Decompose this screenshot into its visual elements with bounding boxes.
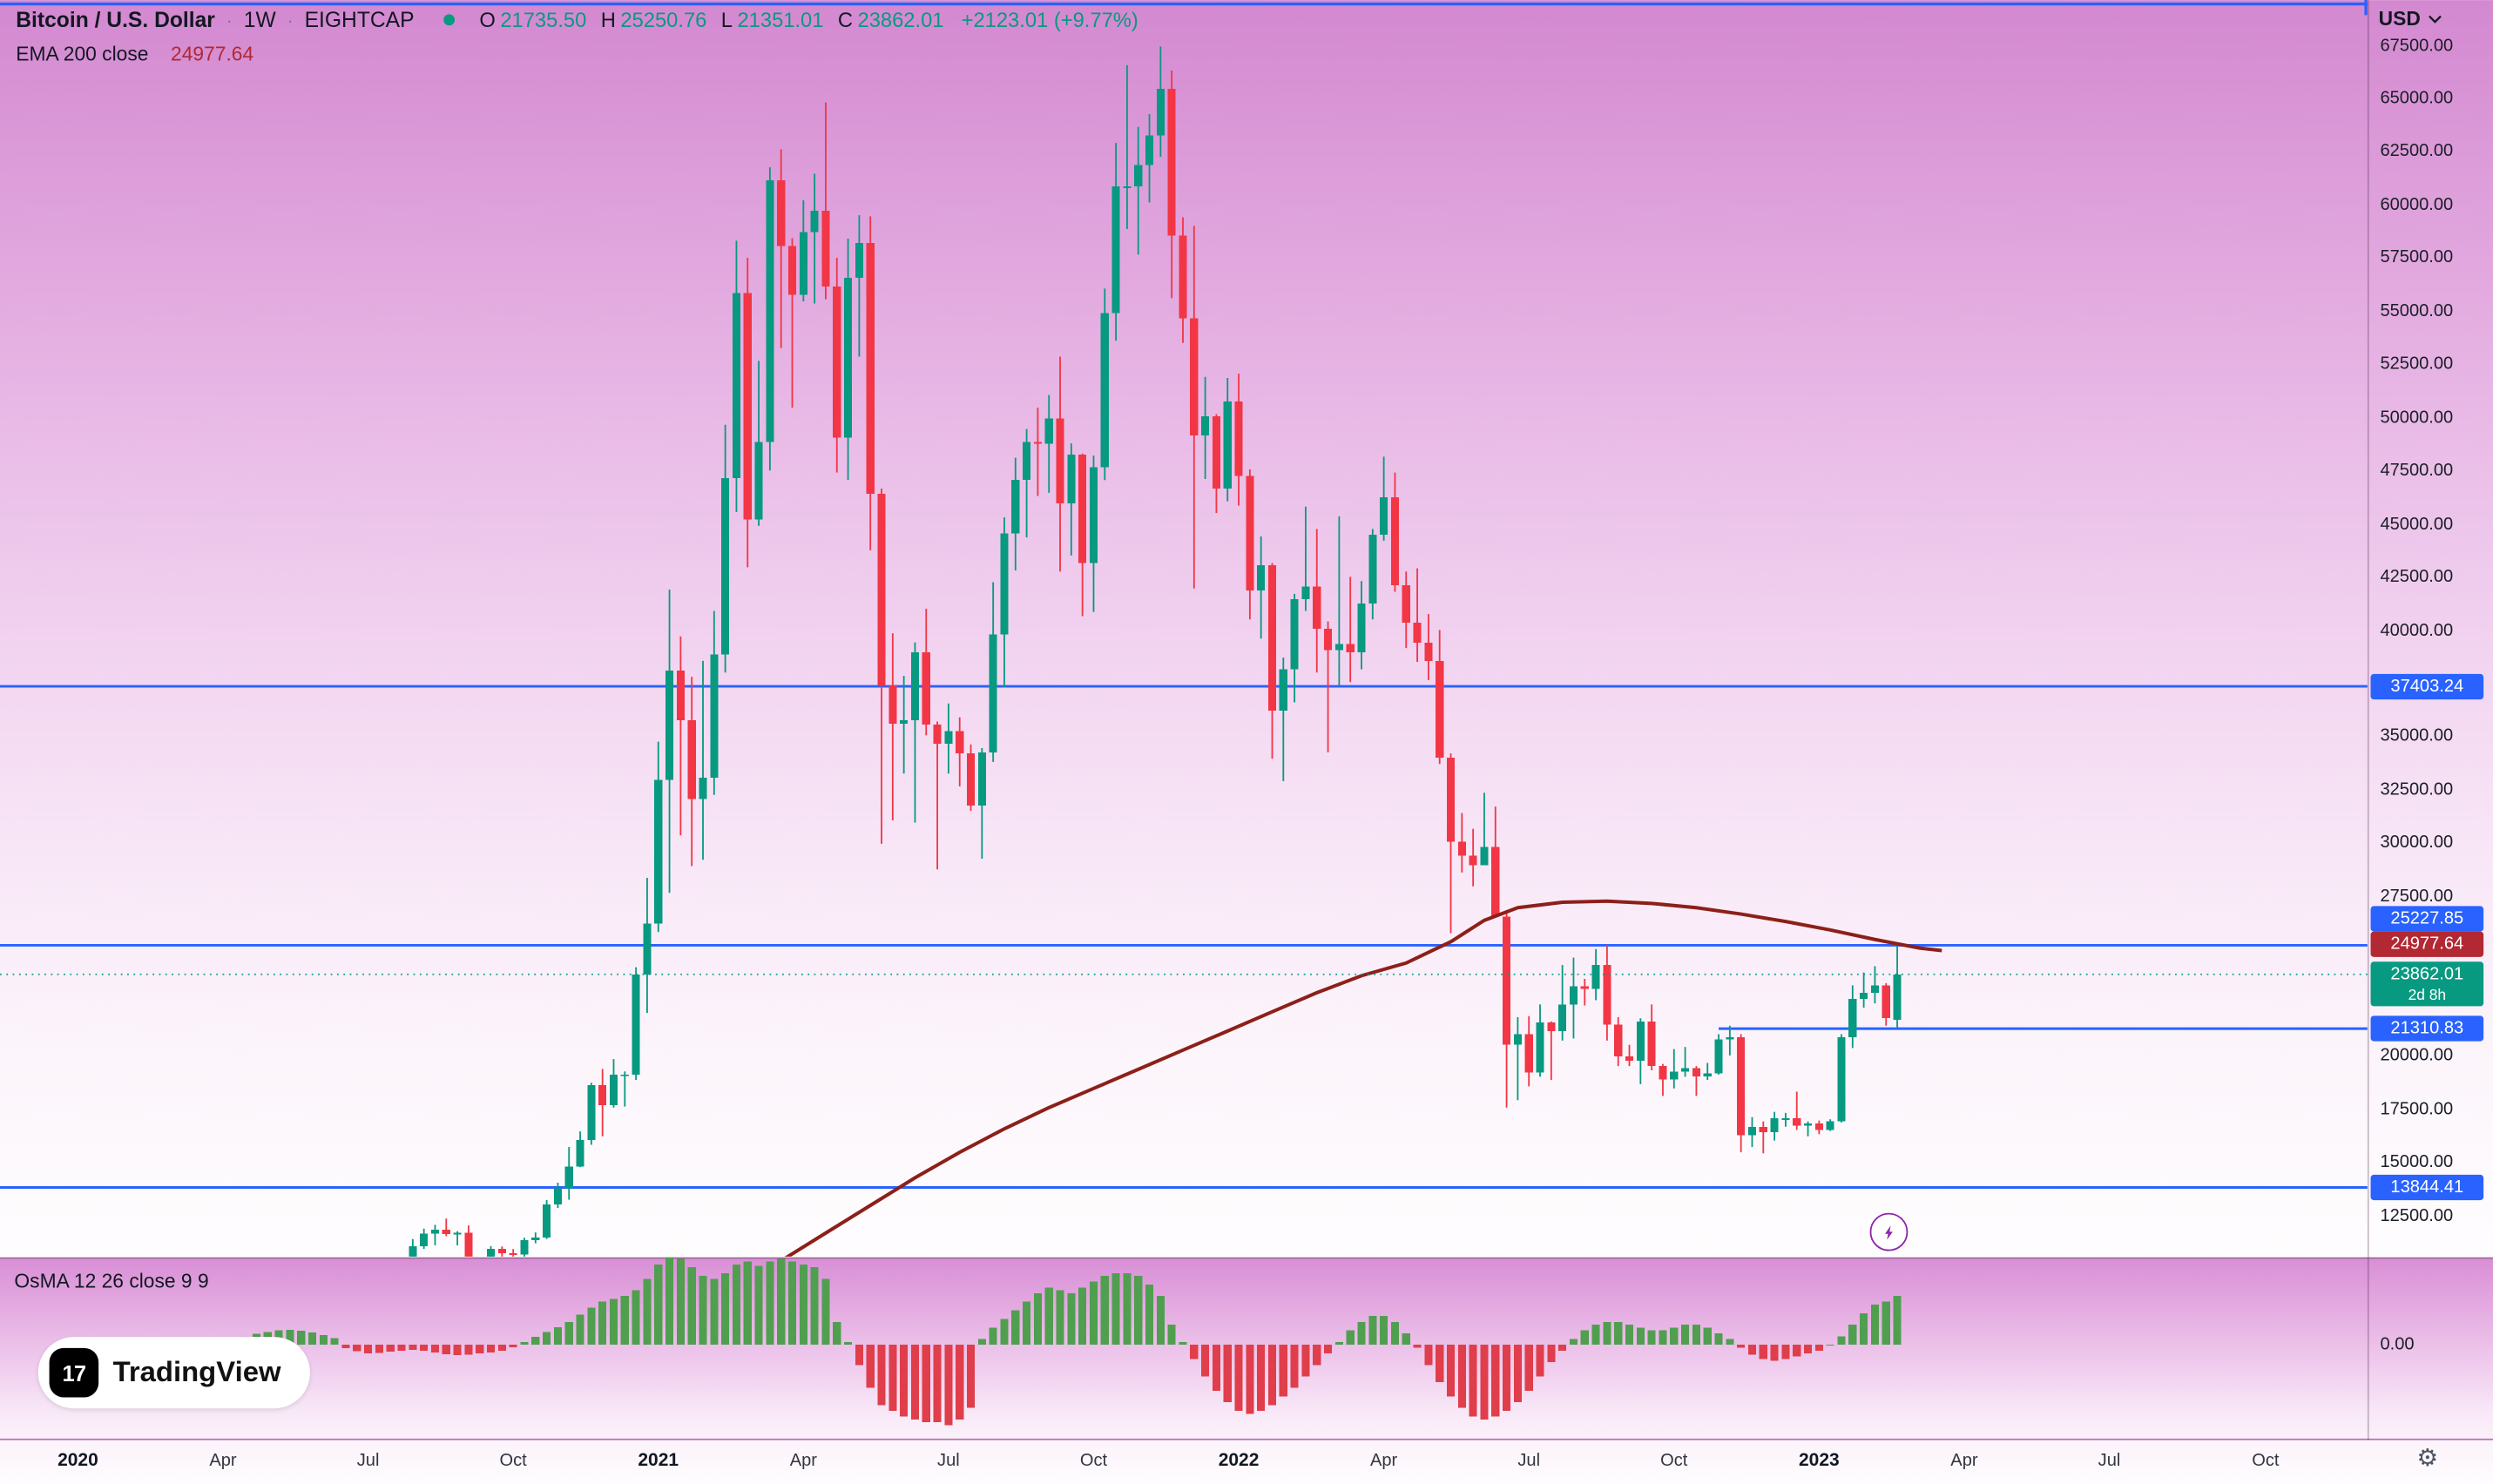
lightning-icon [1884, 1224, 1893, 1239]
price-tick: 45000.00 [2380, 514, 2454, 534]
price-tick: 52500.00 [2380, 354, 2454, 374]
main-pane-background [0, 0, 2493, 1259]
price-tick: 40000.00 [2380, 620, 2454, 640]
time-tick: Jul [1517, 1451, 1541, 1471]
time-tick: 2022 [1218, 1451, 1260, 1471]
flash-button[interactable] [1869, 1212, 1909, 1251]
price-tick: 32500.00 [2380, 779, 2454, 799]
price-tick: 57500.00 [2380, 248, 2454, 268]
separator-dot: · [287, 9, 294, 31]
low-value: 21351.01 [737, 8, 824, 32]
osma-histogram [241, 1257, 1902, 1426]
price-tick: 42500.00 [2380, 567, 2454, 587]
open-label: O [479, 8, 496, 32]
price-tick: 35000.00 [2380, 726, 2454, 746]
tradingview-logo[interactable]: 17 TradingView [37, 1337, 310, 1409]
close-value: 23862.01 [857, 8, 944, 32]
legend: Bitcoin / U.S. Dollar · 1W · EIGHTCAP O … [16, 8, 1138, 65]
time-axis[interactable]: 2020 Apr Jul Oct 2021 Apr Jul Oct 2022 Apr Jul Oct 2… [0, 1440, 2368, 1483]
price-label-badge: 24977.64 [2370, 931, 2484, 957]
price-tick: 65000.00 [2380, 89, 2454, 109]
price-tick: 17500.00 [2380, 1099, 2454, 1119]
separator-dot: · [226, 9, 233, 31]
bar-countdown: 2d 8h [2408, 987, 2447, 1005]
main-pane[interactable] [0, 0, 2368, 1289]
price-tick: 30000.00 [2380, 833, 2454, 853]
price-tick: 15000.00 [2380, 1152, 2454, 1172]
low-label: L [720, 8, 733, 32]
price-tick: 20000.00 [2380, 1046, 2454, 1066]
price-label-badge: 37403.24 [2370, 673, 2484, 699]
tradingview-logo-text: TradingView [112, 1355, 281, 1388]
tradingview-logo-icon: 17 [49, 1347, 99, 1398]
price-label-badge: 13844.41 [2370, 1174, 2484, 1201]
high-value: 25250.76 [620, 8, 707, 32]
time-tick: 2023 [1798, 1451, 1840, 1471]
open-value: 21735.50 [500, 8, 587, 32]
candles [409, 46, 1902, 1257]
time-tick: Apr [1369, 1451, 1398, 1471]
ema-value: 24977.64 [171, 43, 254, 65]
time-tick: Jul [356, 1451, 380, 1471]
ema-line[interactable] [781, 899, 1942, 1261]
time-tick: 2021 [638, 1451, 679, 1471]
price-tick: 12500.00 [2380, 1205, 2454, 1225]
price-tick: 55000.00 [2380, 301, 2454, 321]
currency-selector[interactable]: USD [2379, 8, 2443, 30]
exchange-label[interactable]: EIGHTCAP [304, 8, 415, 32]
tradingview-logo-glyph: 17 [62, 1359, 86, 1386]
time-tick: Apr [1950, 1451, 1978, 1471]
settings-gear-icon[interactable]: ⚙ [2416, 1445, 2439, 1473]
high-label: H [600, 8, 616, 32]
ohlc-values: O 21735.50 H 25250.76 L 21351.01 C 23862… [479, 8, 1138, 31]
price-tick: 27500.00 [2380, 887, 2454, 906]
price-tick: 47500.00 [2380, 461, 2454, 481]
osma-indicator-label[interactable]: OsMA 12 26 close 9 9 [14, 1270, 209, 1292]
symbol-legend-row[interactable]: Bitcoin / U.S. Dollar · 1W · EIGHTCAP O … [16, 8, 1138, 31]
symbol-title[interactable]: Bitcoin / U.S. Dollar [16, 8, 215, 32]
price-label-badge: 23862.01 2d 8h [2370, 961, 2484, 1007]
chevron-down-icon [2429, 15, 2442, 24]
price-label-badge: 21310.83 [2370, 1015, 2484, 1042]
price-tick: 62500.00 [2380, 142, 2454, 162]
change-value: +2123.01 (+9.77%) [961, 8, 1138, 32]
price-axis-border [2367, 0, 2369, 1440]
ema-legend-row[interactable]: EMA 200 close 24977.64 [16, 43, 1138, 65]
price-tick: 60000.00 [2380, 195, 2454, 215]
market-status-icon [443, 14, 455, 26]
time-tick: Apr [209, 1451, 237, 1471]
osma-zero-tick: 0.00 [2380, 1334, 2415, 1354]
time-tick: Apr [789, 1451, 817, 1471]
currency-label: USD [2378, 8, 2421, 30]
time-tick: Jul [2098, 1451, 2121, 1471]
interval-label[interactable]: 1W [243, 8, 276, 32]
time-tick: Oct [499, 1451, 527, 1471]
price-axis[interactable]: 67500.00 65000.00 62500.00 60000.00 57500.00… [2368, 0, 2493, 1440]
horizontal-lines[interactable] [0, 0, 2368, 1189]
time-tick: Oct [2252, 1451, 2280, 1471]
time-tick: Jul [937, 1451, 960, 1471]
price-label-badge: 25227.85 [2370, 906, 2484, 932]
time-axis-background [0, 1440, 2493, 1484]
ema-label[interactable]: EMA 200 close [16, 43, 149, 65]
close-label: C [837, 8, 854, 32]
price-tick: 67500.00 [2380, 36, 2454, 55]
price-tick: 50000.00 [2380, 408, 2454, 428]
time-tick: 2020 [57, 1451, 98, 1471]
time-tick: Oct [1660, 1451, 1688, 1471]
time-tick: Oct [1079, 1451, 1108, 1471]
